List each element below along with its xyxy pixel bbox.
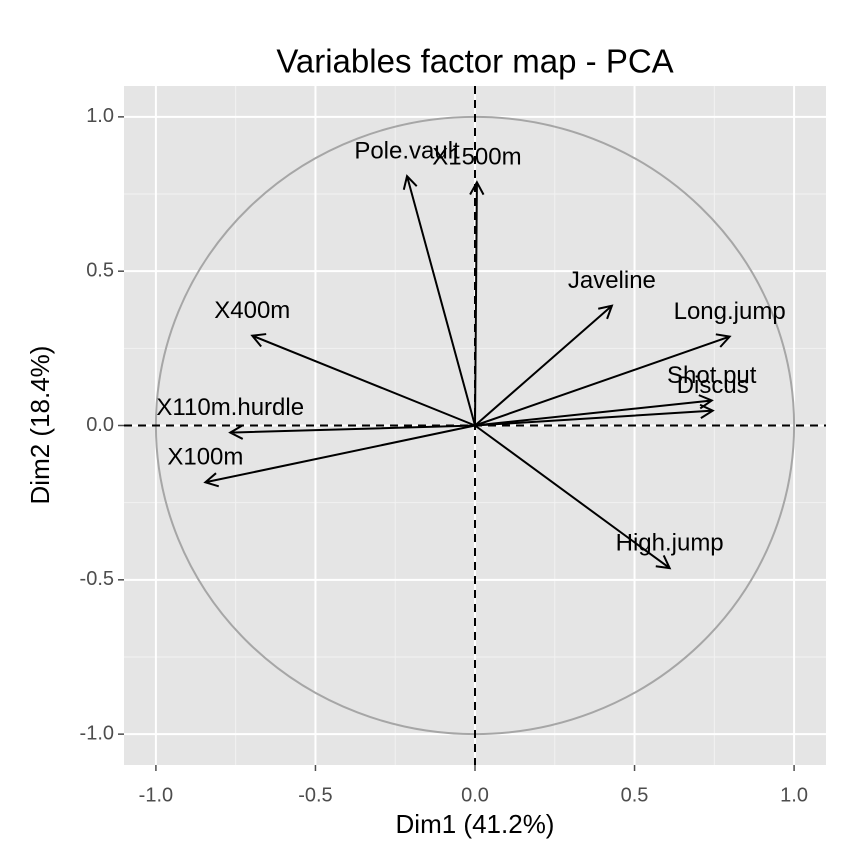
variable-label: Pole.vault [354, 137, 460, 164]
variable-label: Shot.put [667, 362, 757, 389]
y-axis-title: Dim2 (18.4%) [25, 346, 55, 505]
x-tick-label: 0.0 [461, 784, 489, 806]
arrow [474, 304, 614, 427]
y-tick-label: 0.5 [86, 259, 114, 281]
arrow [203, 424, 476, 488]
arrow [250, 333, 476, 427]
variable-label: High.jump [616, 529, 724, 556]
arrow [228, 424, 476, 440]
chart-title: Variables factor map - PCA [276, 43, 673, 80]
x-tick-label: 0.5 [621, 784, 649, 806]
y-tick-label: 0.0 [86, 414, 114, 436]
x-tick-label: -0.5 [298, 784, 332, 806]
arrow [402, 174, 476, 426]
x-tick-label: 1.0 [780, 784, 808, 806]
arrow [474, 403, 715, 427]
variable-label: X110m.hurdle [156, 394, 304, 421]
x-axis-title: Dim1 (41.2%) [396, 809, 555, 839]
arrow [469, 180, 485, 426]
variable-label: Javeline [568, 267, 656, 294]
arrow [474, 333, 732, 427]
y-tick-label: -1.0 [80, 722, 114, 744]
variable-label: X100m [167, 444, 243, 471]
variable-label: X400m [214, 297, 290, 324]
y-tick-label: 1.0 [86, 105, 114, 127]
y-tick-label: -0.5 [80, 568, 114, 590]
variable-label: Long.jump [674, 298, 786, 325]
variable-label: X1500m [432, 144, 521, 171]
arrow [474, 424, 672, 570]
x-tick-label: -1.0 [139, 784, 173, 806]
variable-label: Discus [677, 372, 749, 399]
